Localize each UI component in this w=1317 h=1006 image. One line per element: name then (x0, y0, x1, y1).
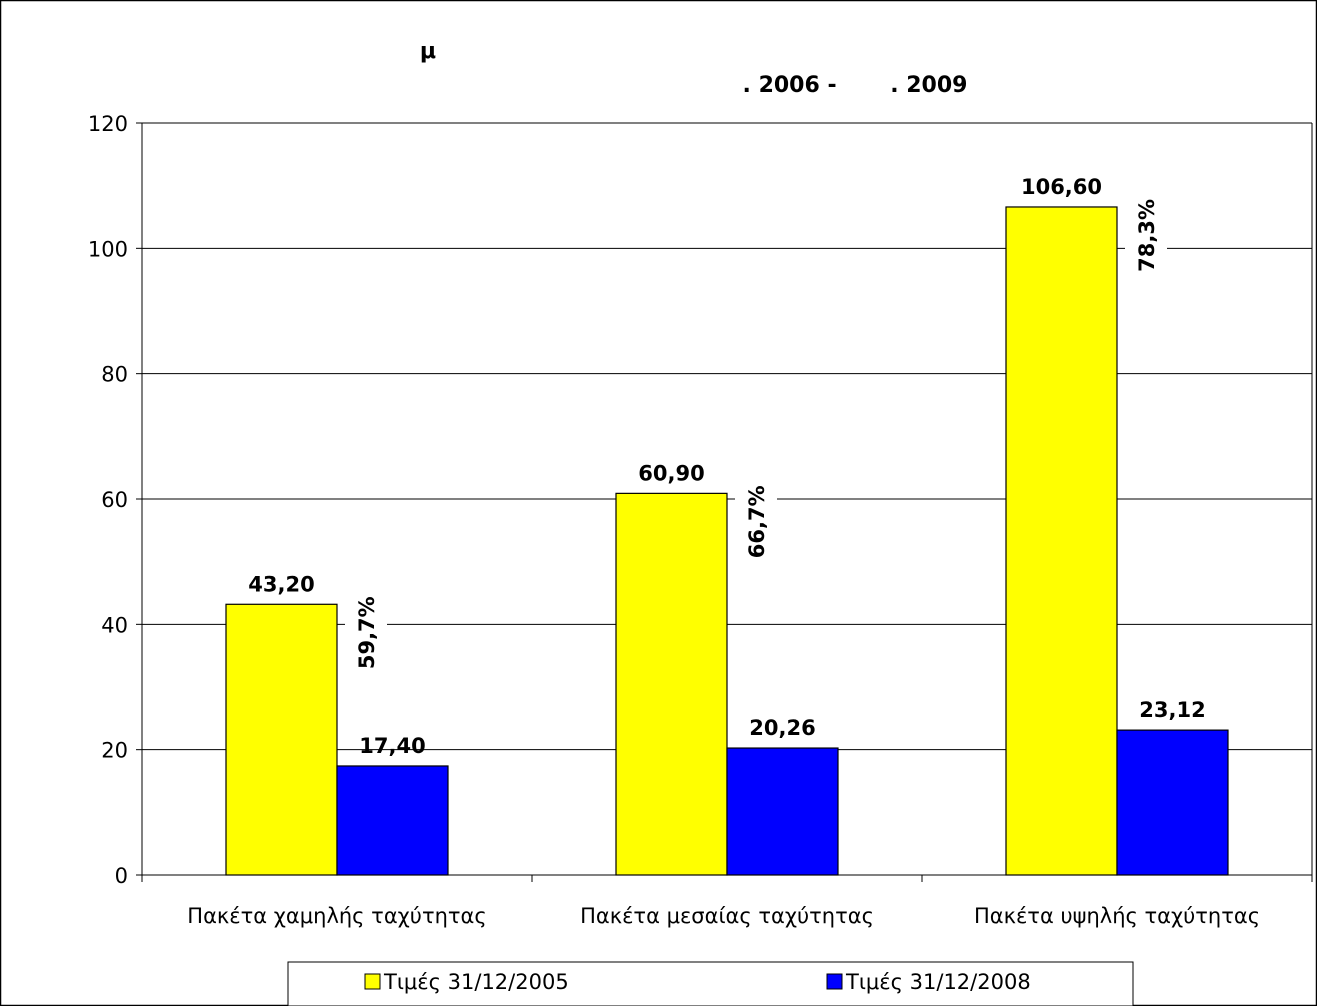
data-labels: 43,20 17,40 59,7% 60,90 20,26 66,7% 106,60 23,1… (248, 175, 1205, 758)
legend-label-2008: Τιμές 31/12/2008 (845, 970, 1031, 994)
chart-title-line-1: μ (420, 39, 436, 64)
category-label: Πακέτα μεσαίας ταχύτητας (580, 904, 874, 928)
bar-2008-1 (726, 747, 839, 876)
bar-value-label: 23,12 (1139, 698, 1205, 722)
bar-value-label: 20,26 (749, 716, 815, 740)
bar-2005-0 (225, 603, 338, 876)
change-percent-label: 59,7% (355, 596, 379, 669)
change-label-background (1125, 191, 1167, 312)
y-tick-label: 0 (115, 864, 128, 888)
change-percent-label: 78,3% (1135, 199, 1159, 272)
change-label-background (345, 589, 387, 710)
chart-title-line-2: . 2006 - . 2009 (743, 73, 968, 98)
legend: Τιμές 31/12/2005 Τιμές 31/12/2008 (287, 961, 1134, 1006)
legend-swatch-2008 (826, 973, 843, 990)
y-tick-label: 80 (101, 363, 128, 387)
bar-2005-1 (615, 492, 728, 876)
category-label: Πακέτα χαμηλής ταχύτητας (187, 904, 486, 928)
bars (225, 206, 1229, 876)
bar-value-label: 106,60 (1021, 175, 1102, 199)
y-tick-label: 40 (101, 613, 128, 637)
bar-value-label: 60,90 (638, 461, 704, 485)
legend-label-2005: Τιμές 31/12/2005 (383, 970, 569, 994)
y-tick-label: 60 (101, 488, 128, 512)
change-percent-label: 66,7% (745, 485, 769, 558)
bar-2008-0 (336, 765, 449, 876)
y-tick-label: 120 (88, 112, 128, 136)
axes (141, 122, 1313, 882)
x-axis-categories: Πακέτα χαμηλής ταχύτητας Πακέτα μεσαίας τ… (187, 904, 1260, 928)
y-tick-label: 20 (101, 739, 128, 763)
bar-2005-2 (1005, 206, 1118, 876)
y-axis-ticks: 0 20 40 60 80 100 120 (88, 112, 142, 888)
category-label: Πακέτα υψηλής ταχύτητας (974, 904, 1260, 928)
bar-value-label: 43,20 (248, 572, 314, 596)
legend-swatch-2005 (364, 973, 381, 990)
bar-2008-2 (1116, 729, 1229, 876)
change-label-background (735, 478, 777, 599)
bar-value-label: 17,40 (359, 734, 425, 758)
y-tick-label: 100 (88, 237, 128, 261)
legend-box (287, 961, 1134, 1006)
